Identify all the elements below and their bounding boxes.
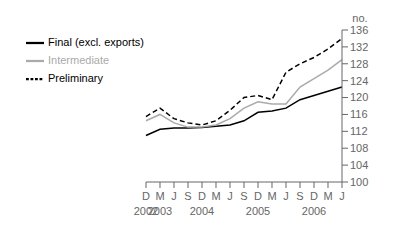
svg-text:132: 132 [350, 41, 368, 53]
svg-text:J: J [283, 190, 289, 202]
svg-text:104: 104 [350, 159, 368, 171]
html-text:Final (excl. exports): Final (excl. exports) [48, 35, 144, 48]
svg-text:M: M [211, 190, 220, 202]
svg-text:2005: 2005 [246, 205, 270, 217]
svg-text:S: S [240, 190, 247, 202]
svg-text:100: 100 [350, 176, 368, 188]
svg-text:2004: 2004 [190, 205, 214, 217]
html-text:Intermediate: Intermediate [48, 53, 110, 66]
svg-text:J: J [227, 190, 233, 202]
svg-text:M: M [323, 190, 332, 202]
svg-text:120: 120 [350, 91, 368, 103]
svg-text:D: D [198, 190, 206, 202]
svg-text:124: 124 [350, 75, 368, 87]
svg-text:D: D [254, 190, 262, 202]
svg-text:J: J [171, 190, 177, 202]
svg-text:128: 128 [350, 58, 368, 70]
svg-text:2002: 2002 [133, 205, 159, 217]
svg-text:108: 108 [350, 142, 368, 154]
svg-text:no.: no. [352, 12, 367, 24]
svg-text:D: D [310, 190, 318, 202]
svg-text:2006: 2006 [302, 205, 326, 217]
svg-text:S: S [296, 190, 303, 202]
svg-text:J: J [339, 190, 345, 202]
svg-text:D: D [142, 190, 150, 202]
svg-text:M: M [155, 190, 164, 202]
html-text:Preliminary: Preliminary [48, 71, 103, 84]
svg-text:112: 112 [350, 125, 368, 137]
svg-text:S: S [184, 190, 191, 202]
svg-text:M: M [267, 190, 276, 202]
svg-text:2003: 2003 [148, 205, 172, 217]
svg-text:136: 136 [350, 24, 368, 36]
svg-text:116: 116 [350, 108, 368, 120]
